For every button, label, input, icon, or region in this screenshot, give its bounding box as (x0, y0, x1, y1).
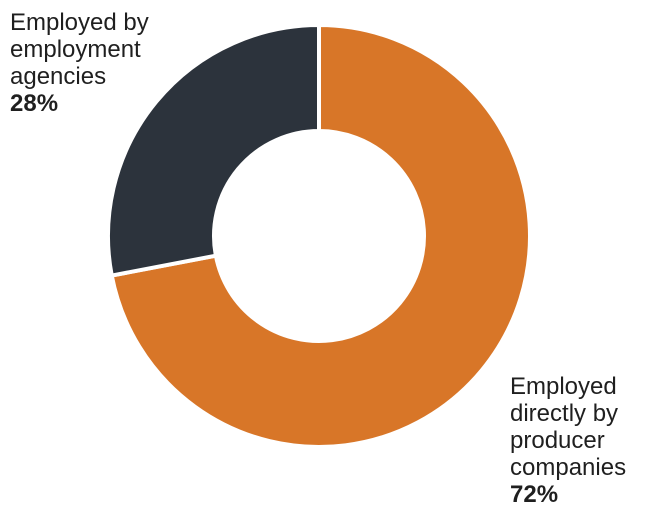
slice-label-direct-text: Employed directly by producer companies (510, 373, 627, 481)
slice-value-direct: 72% (510, 481, 559, 508)
slice-label-agencies-text: Employed by employment agencies (10, 9, 149, 90)
slice-label-direct: Employed directly by producer companies … (510, 373, 650, 508)
donut-slice-1 (106, 22, 321, 278)
donut-slices (106, 22, 532, 449)
donut-slice-0 (109, 22, 532, 449)
slice-value-agencies: 28% (10, 90, 59, 117)
slice-label-agencies: Employed by employment agencies 28% (10, 9, 200, 117)
